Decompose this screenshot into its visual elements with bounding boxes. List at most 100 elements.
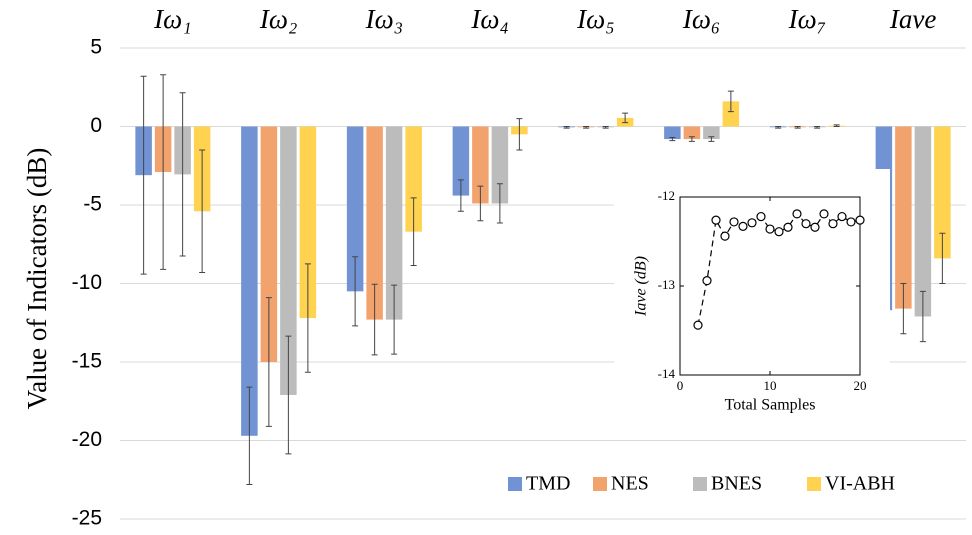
data-point xyxy=(819,209,829,219)
error-bar xyxy=(160,74,167,270)
error-bar xyxy=(622,112,629,124)
bar xyxy=(914,126,932,317)
legend-swatch xyxy=(693,477,707,491)
bar xyxy=(280,126,297,395)
category-label: Iω₆ xyxy=(682,4,720,34)
legend-swatch xyxy=(593,477,607,491)
data-point xyxy=(720,231,730,241)
bar xyxy=(895,126,912,309)
error-bar xyxy=(688,136,695,142)
bar xyxy=(934,126,951,259)
data-point xyxy=(693,320,703,330)
legend-label: VI-ABH xyxy=(825,473,895,495)
x-tick-label: 20 xyxy=(854,378,867,393)
category-label: Iω₅ xyxy=(576,4,614,34)
legend-label: NES xyxy=(611,473,649,495)
error-bar xyxy=(410,197,417,266)
legend-label: TMD xyxy=(526,473,570,495)
category-label: Iω₄ xyxy=(470,4,508,34)
bar xyxy=(452,126,470,196)
legend-swatch xyxy=(508,477,522,491)
error-bar xyxy=(140,75,147,275)
data-point xyxy=(792,209,802,219)
data-point xyxy=(846,217,856,227)
error-bar xyxy=(265,297,272,427)
y-tick-label: -12 xyxy=(658,188,675,203)
error-bar xyxy=(179,92,186,257)
bar xyxy=(664,126,681,140)
data-point xyxy=(747,218,757,228)
category-label: Iave xyxy=(889,4,936,34)
bar xyxy=(346,126,364,292)
error-bar xyxy=(814,126,821,129)
error-bar xyxy=(352,256,359,327)
error-bar xyxy=(457,179,464,212)
y-tick-label: -15 xyxy=(72,350,102,373)
data-point xyxy=(801,219,811,229)
error-bar xyxy=(304,263,311,373)
y-tick-label: -14 xyxy=(658,366,676,381)
bar xyxy=(385,126,403,320)
bar xyxy=(491,126,509,204)
x-axis-label: Total Samples xyxy=(725,397,816,414)
bar xyxy=(241,126,258,436)
error-bar xyxy=(583,126,590,129)
error-bar xyxy=(496,183,503,224)
bar xyxy=(299,126,317,319)
error-bar xyxy=(775,126,782,129)
x-tick-label: 0 xyxy=(677,378,684,393)
error-bar xyxy=(669,136,676,142)
error-bar xyxy=(285,335,292,455)
inset-background xyxy=(614,169,890,419)
error-bar xyxy=(199,149,206,274)
data-point xyxy=(855,215,865,225)
data-point xyxy=(729,217,739,227)
error-bar xyxy=(900,283,907,335)
y-tick-label: -25 xyxy=(72,507,102,530)
data-point xyxy=(738,221,748,231)
bar xyxy=(703,126,720,140)
bar xyxy=(683,126,701,140)
error-bar xyxy=(602,126,609,129)
category-label: Iω₃ xyxy=(365,4,403,34)
category-label: Iω₁ xyxy=(153,4,191,34)
data-point xyxy=(774,227,784,237)
legend-label: BNES xyxy=(711,473,762,495)
bar xyxy=(366,126,383,320)
data-point xyxy=(756,211,766,222)
error-bar xyxy=(477,185,484,222)
error-bar xyxy=(833,124,840,127)
error-bar xyxy=(246,386,253,485)
bar xyxy=(260,126,278,362)
error-bar xyxy=(708,136,715,142)
y-axis-label: Iave (dB) xyxy=(633,256,650,317)
category-label: Iω₇ xyxy=(788,4,826,34)
category-label: Iω₂ xyxy=(259,4,297,34)
y-tick-label: -13 xyxy=(658,277,675,292)
error-bar xyxy=(391,284,398,355)
legend-swatch xyxy=(807,477,821,491)
y-tick-label: -20 xyxy=(72,428,102,451)
data-point xyxy=(810,222,820,232)
y-tick-label: -10 xyxy=(72,271,102,294)
error-bar xyxy=(727,90,734,113)
y-tick-label: -5 xyxy=(83,193,102,216)
error-bar xyxy=(563,126,570,129)
data-point xyxy=(765,224,775,234)
y-axis-label: Value of Indicators (dB) xyxy=(22,148,52,410)
y-tick-label: 0 xyxy=(90,114,102,137)
bar xyxy=(472,126,489,204)
data-point xyxy=(711,215,721,225)
error-bar xyxy=(919,290,926,343)
error-bar xyxy=(371,283,378,356)
error-bar xyxy=(939,232,946,284)
error-bar xyxy=(794,126,801,129)
data-point xyxy=(702,276,712,286)
bar xyxy=(405,126,422,232)
data-point xyxy=(837,211,847,222)
error-bar xyxy=(516,118,523,151)
bar xyxy=(722,101,740,127)
y-tick-label: 5 xyxy=(90,36,102,59)
data-point xyxy=(828,219,838,229)
